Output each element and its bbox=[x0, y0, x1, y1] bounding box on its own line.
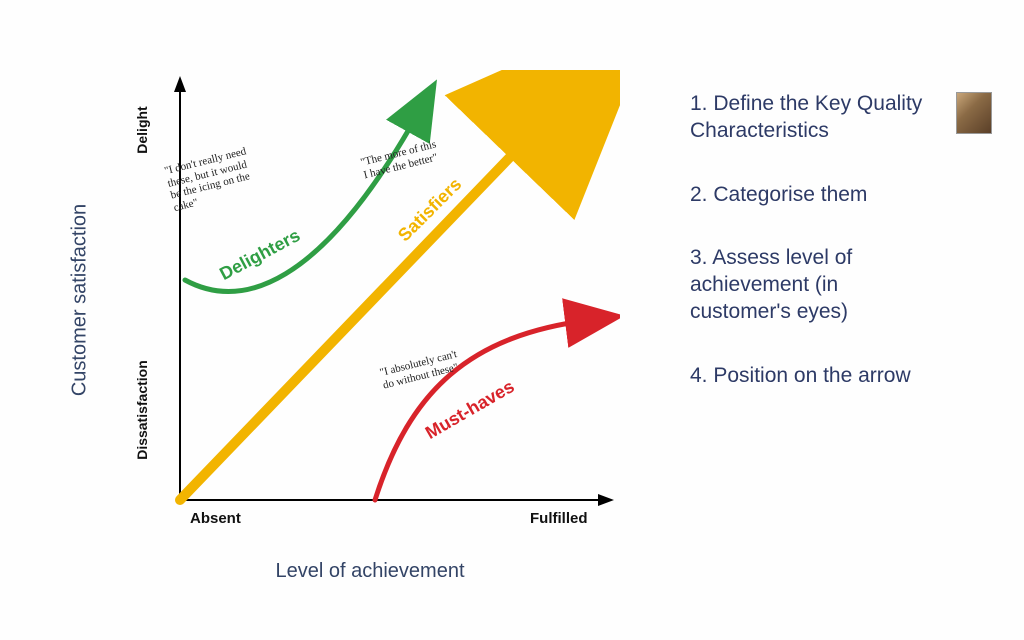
x-axis-title: Level of achievement bbox=[275, 560, 464, 583]
step-1: 1. Define the Key Quality Characteristic… bbox=[690, 90, 940, 145]
x-label-absent: Absent bbox=[190, 510, 241, 527]
y-label-dissatisfaction: Dissatisfaction bbox=[134, 360, 150, 460]
steps-list: 1. Define the Key Quality Characteristic… bbox=[690, 90, 940, 425]
stage: Customer satisfaction Level of achieveme… bbox=[0, 0, 1024, 640]
y-label-delight: Delight bbox=[134, 106, 150, 153]
presenter-thumbnail bbox=[956, 92, 992, 134]
step-3: 3. Assess level of achievement (in custo… bbox=[690, 244, 940, 326]
step-4: 4. Position on the arrow bbox=[690, 362, 940, 389]
kano-chart bbox=[120, 70, 620, 530]
step-2: 2. Categorise them bbox=[690, 181, 940, 208]
x-label-fulfilled: Fulfilled bbox=[530, 510, 588, 527]
y-axis-title: Customer satisfaction bbox=[69, 204, 92, 396]
